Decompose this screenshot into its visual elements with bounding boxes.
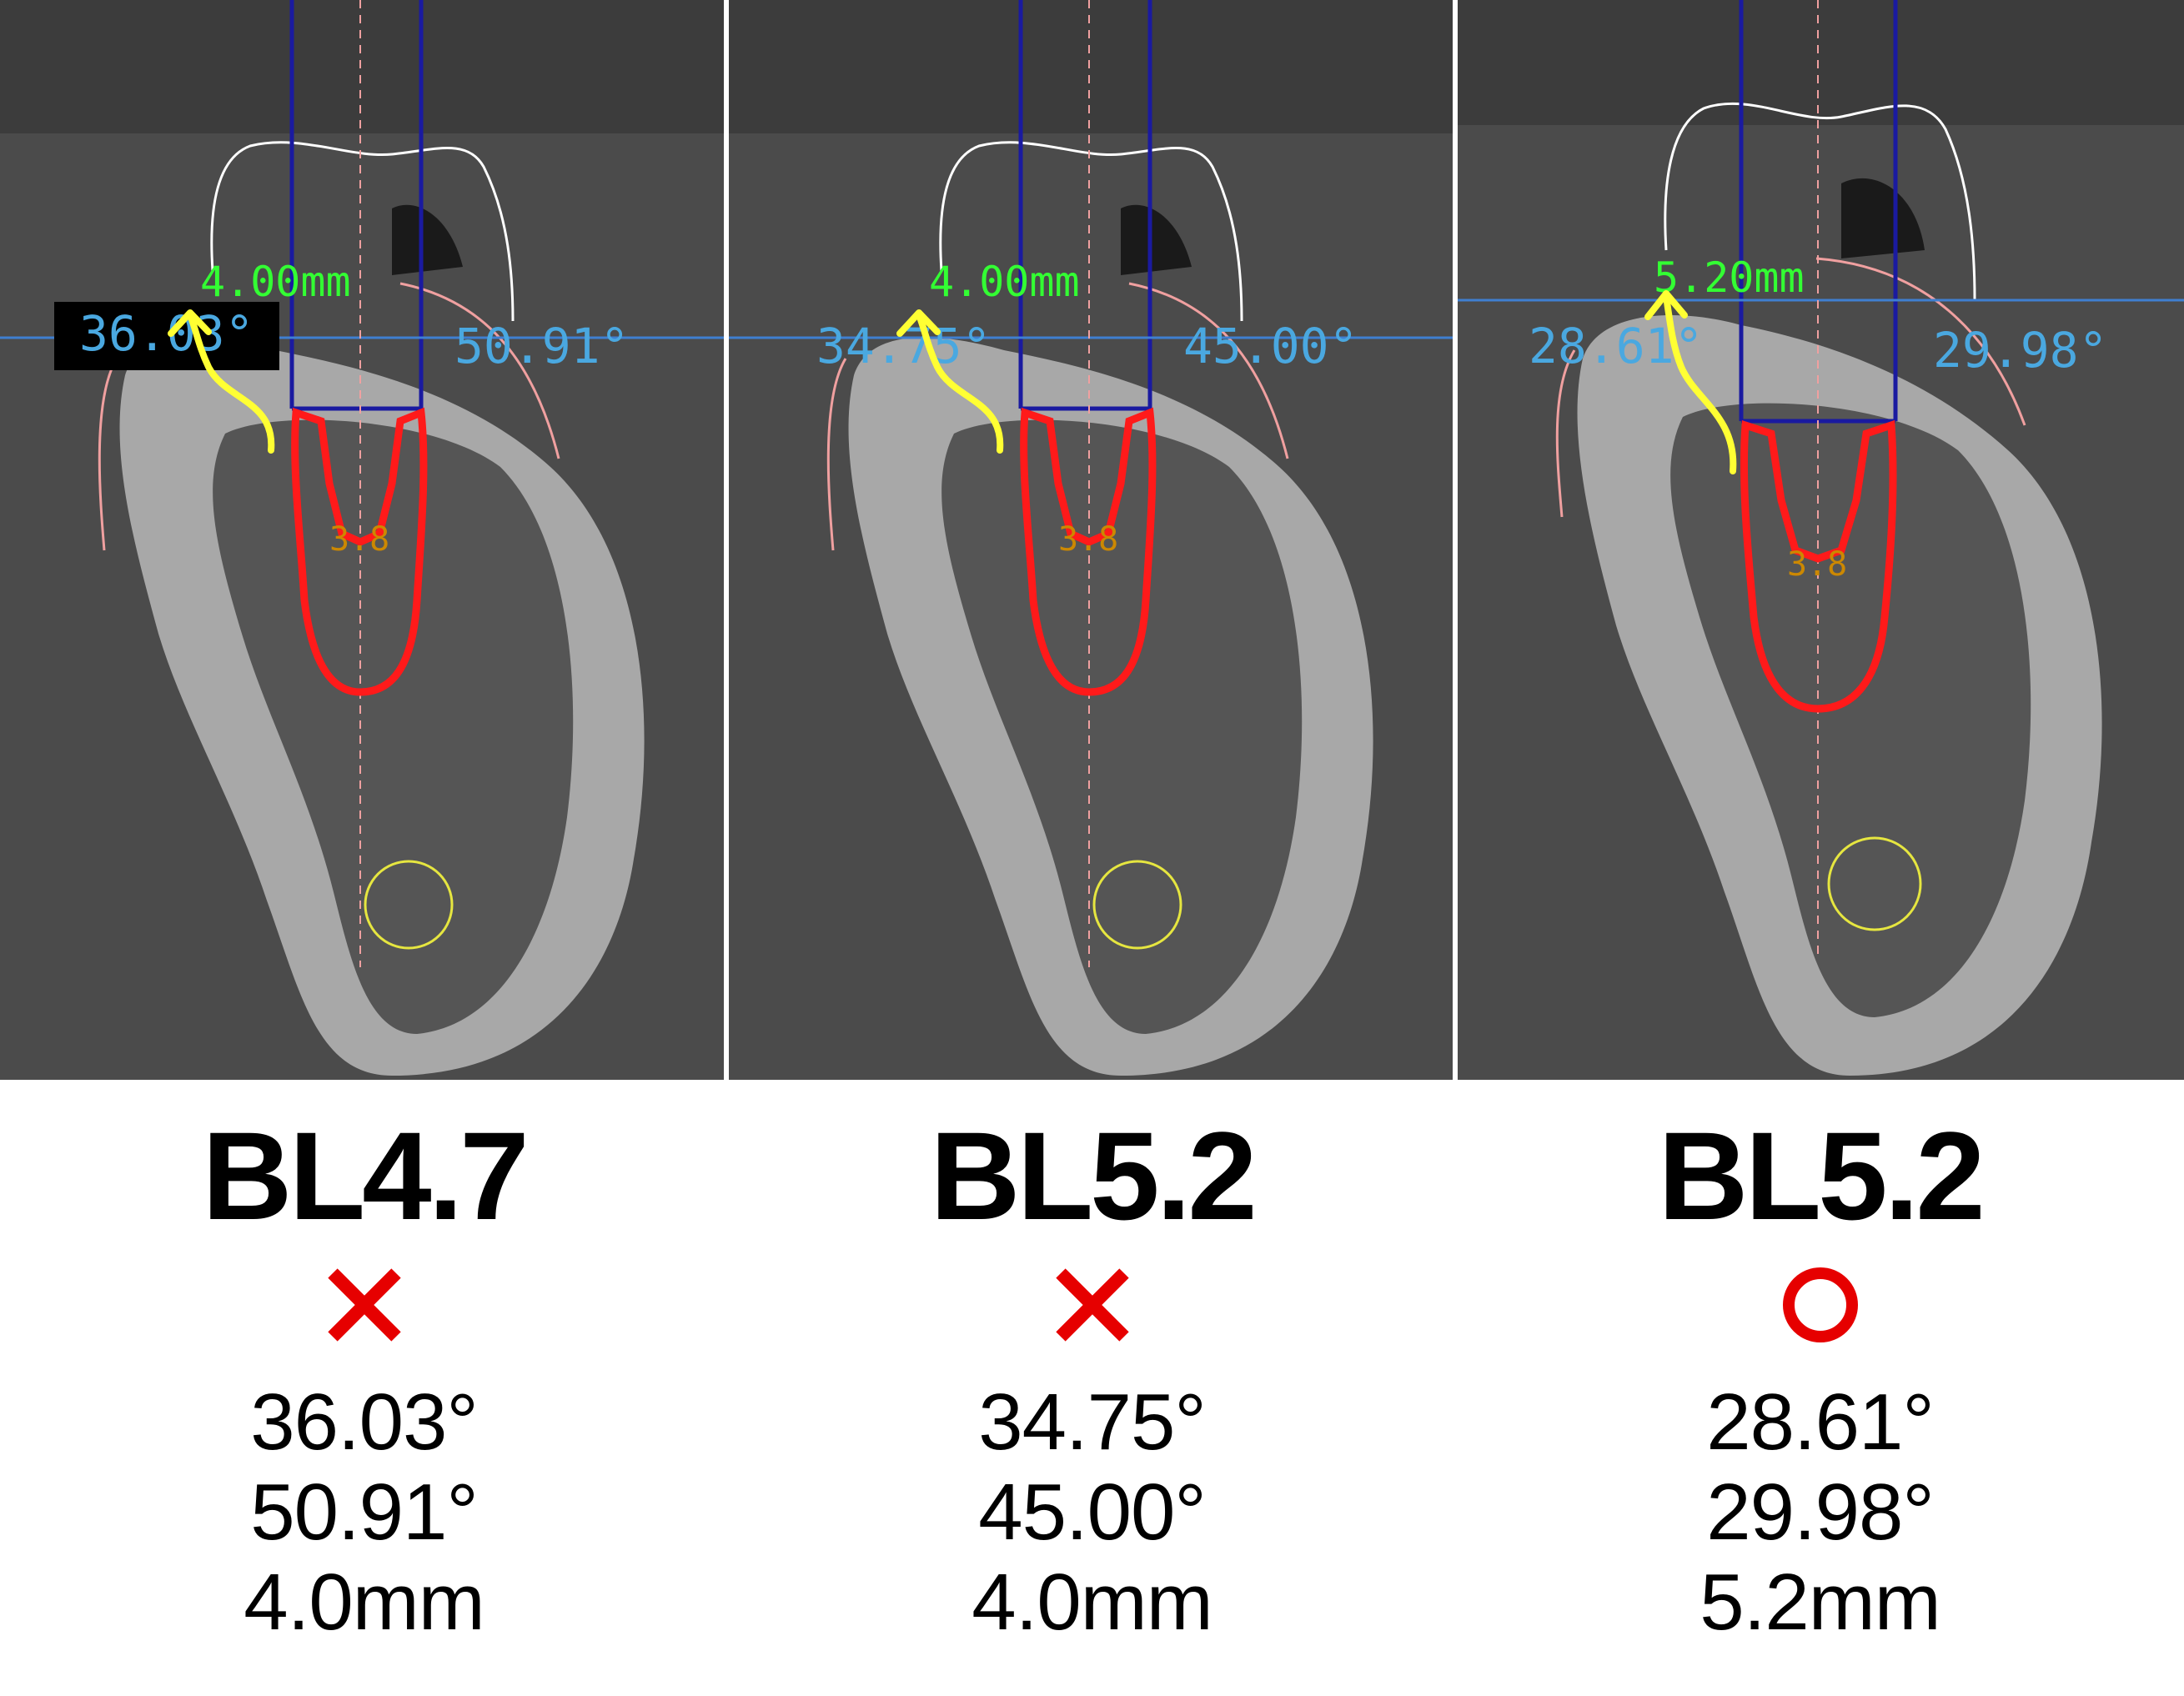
caption-panel-1: BL4.7 36.03° 50.91° 4.0mm (0, 1109, 728, 1648)
measurement-values: 28.61° 29.98° 5.2mm (1456, 1377, 2184, 1648)
implant-size-label: 3.8 (329, 520, 389, 559)
implant-model-label: BL5.2 (930, 1106, 1257, 1246)
implant-model-label: BL4.7 (202, 1106, 529, 1246)
width-value: 4.0mm (972, 1558, 1212, 1647)
arrow-icon (168, 309, 275, 454)
caption-panel-3: BL5.2 28.61° 29.98° 5.2mm (1456, 1109, 2184, 1648)
measurement-values: 34.75° 45.00° 4.0mm (728, 1377, 1456, 1648)
ct-image-3: 28.61° 29.98° 5.20mm 3.8 (1458, 0, 2184, 1080)
right-angle-value: 45.00° (978, 1468, 1207, 1557)
implant-size-label: 3.8 (1058, 520, 1118, 559)
arrow-icon (896, 309, 1004, 454)
result-circle-icon (1456, 1242, 2184, 1367)
measurement-values: 36.03° 50.91° 4.0mm (0, 1377, 728, 1648)
width-measure-label: 4.00mm (200, 258, 351, 306)
left-angle-value: 28.61° (1706, 1377, 1935, 1467)
right-angle-value: 29.98° (1706, 1468, 1935, 1557)
result-cross-icon (728, 1242, 1456, 1367)
arrow-icon (1644, 290, 1737, 474)
ct-panel-3: 28.61° 29.98° 5.20mm 3.8 (1458, 0, 2184, 1080)
ct-image-2: 34.75° 45.00° 4.00mm 3.8 (729, 0, 1453, 1080)
left-angle-label: 36.03° (79, 305, 254, 362)
implant-size-label: 3.8 (1787, 545, 1847, 584)
width-value: 5.2mm (1700, 1558, 1940, 1647)
right-angle-label: 45.00° (1183, 318, 1358, 374)
right-angle-label: 50.91° (454, 318, 630, 374)
implant-model-label: BL5.2 (1658, 1106, 1985, 1246)
right-angle-value: 50.91° (250, 1468, 479, 1557)
ct-image-1: 36.03° 50.91° 4.00mm 3.8 (0, 0, 724, 1080)
caption-panel-2: BL5.2 34.75° 45.00° 4.0mm (728, 1109, 1456, 1648)
left-angle-value: 34.75° (978, 1377, 1207, 1467)
ct-panel-2: 34.75° 45.00° 4.00mm 3.8 (729, 0, 1453, 1080)
width-measure-label: 5.20mm (1654, 253, 1805, 302)
left-angle-value: 36.03° (250, 1377, 479, 1467)
ct-panel-1: 36.03° 50.91° 4.00mm 3.8 (0, 0, 724, 1080)
width-measure-label: 4.00mm (929, 258, 1080, 306)
width-value: 4.0mm (244, 1558, 484, 1647)
result-cross-icon (0, 1242, 728, 1367)
right-angle-label: 29.98° (1933, 322, 2108, 379)
ct-scan-comparison: 36.03° 50.91° 4.00mm 3.8 (0, 0, 2184, 1080)
